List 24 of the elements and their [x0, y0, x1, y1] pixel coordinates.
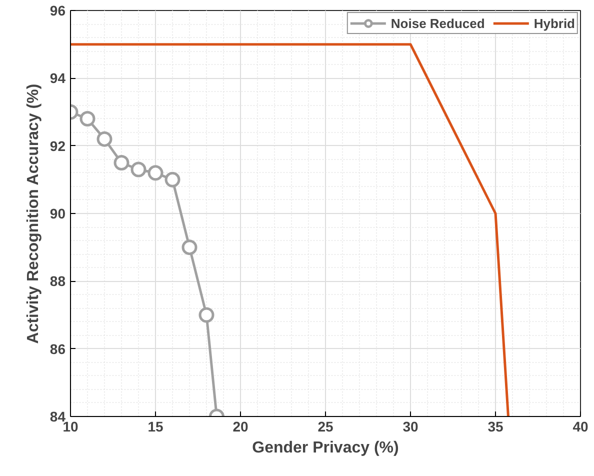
y-tick-label: 86 — [50, 340, 66, 357]
point — [96, 131, 112, 147]
legend-label: Hybrid — [534, 15, 575, 31]
x-tick-label: 25 — [318, 418, 334, 434]
point — [80, 111, 96, 127]
y-tick-label: 94 — [50, 70, 66, 86]
point — [148, 165, 164, 181]
point — [164, 172, 180, 188]
point — [198, 307, 214, 323]
y-tick-label: 92 — [50, 138, 66, 154]
point — [130, 162, 146, 178]
x-axis-title: Gender Privacy (%) — [252, 440, 399, 456]
y-axis-title: Activity Recognition Accuracy (%) — [24, 84, 42, 344]
point — [182, 240, 198, 256]
y-tick-label: 88 — [50, 273, 66, 290]
y-tick-label: 90 — [50, 206, 66, 222]
x-tick-label: 35 — [488, 418, 504, 434]
x-tick-label: 20 — [232, 418, 248, 434]
y-tick-label: 96 — [50, 2, 66, 18]
x-tick-label: 40 — [572, 418, 588, 434]
x-tick-label: 15 — [148, 418, 164, 434]
point — [114, 155, 130, 170]
x-tick-label: 30 — [402, 418, 418, 434]
legend-label: Noise Reduced — [390, 15, 485, 31]
